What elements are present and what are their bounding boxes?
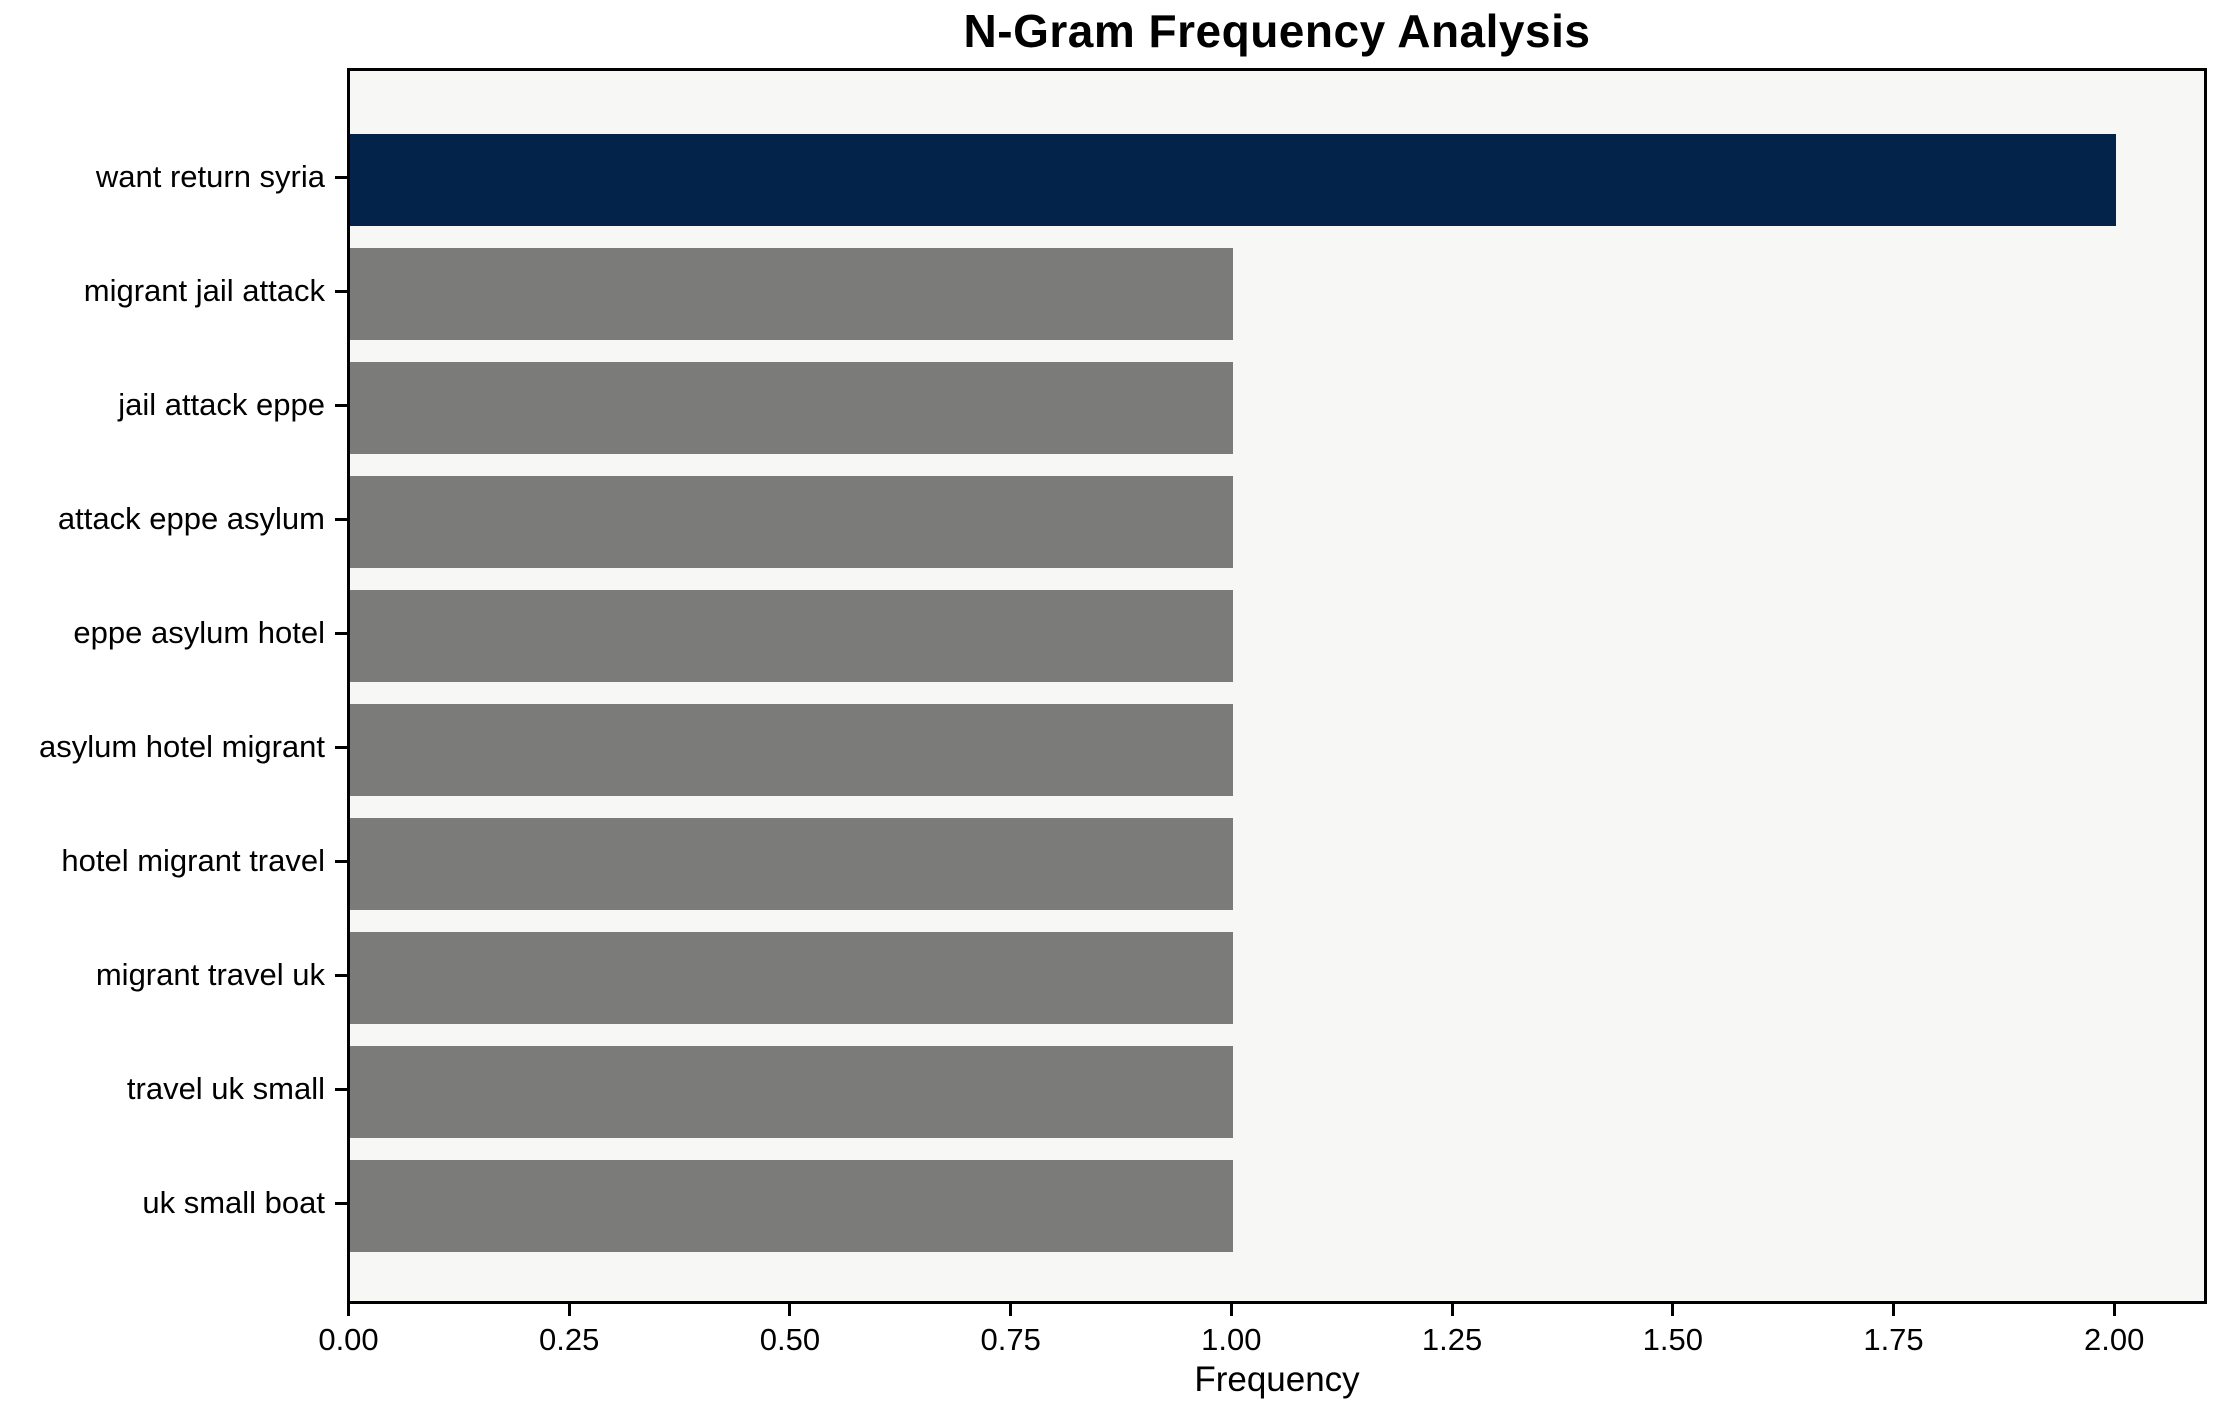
x-tick-mark <box>567 1304 571 1316</box>
y-tick-mark <box>335 746 347 749</box>
x-tick-mark <box>788 1304 792 1316</box>
bar <box>350 590 1233 682</box>
chart-title: N-Gram Frequency Analysis <box>963 5 1591 57</box>
x-tick-mark <box>2112 1304 2116 1316</box>
bar <box>350 362 1233 454</box>
y-tick-label: migrant jail attack <box>83 273 325 308</box>
x-tick-label: 1.00 <box>1201 1322 1262 1357</box>
x-tick-mark <box>1229 1304 1233 1316</box>
y-tick-label: migrant travel uk <box>95 957 325 992</box>
y-tick-label: attack eppe asylum <box>57 501 325 536</box>
y-tick-label: want return syria <box>95 159 325 194</box>
bar <box>350 248 1233 340</box>
y-tick-mark <box>335 518 347 521</box>
bar <box>350 818 1233 910</box>
bar <box>350 1046 1233 1138</box>
x-tick-label: 0.00 <box>318 1322 379 1357</box>
y-tick-label: jail attack eppe <box>118 387 325 422</box>
y-tick-mark <box>335 290 347 293</box>
x-tick-mark <box>347 1304 350 1316</box>
x-axis-label: Frequency <box>1194 1360 1360 1399</box>
bar <box>350 932 1233 1024</box>
y-tick-label: travel uk small <box>126 1071 325 1106</box>
x-tick-label: 1.50 <box>1642 1322 1703 1357</box>
y-tick-mark <box>335 860 347 863</box>
plot-area <box>347 68 2207 1304</box>
y-tick-label: uk small boat <box>142 1185 325 1220</box>
x-tick-label: 2.00 <box>2084 1322 2145 1357</box>
x-tick-mark <box>1450 1304 1454 1316</box>
y-tick-mark <box>335 404 347 407</box>
y-tick-label: asylum hotel migrant <box>38 729 325 764</box>
bar <box>350 476 1233 568</box>
y-tick-label: eppe asylum hotel <box>73 615 325 650</box>
x-tick-mark <box>1009 1304 1013 1316</box>
y-tick-mark <box>335 974 347 977</box>
y-tick-mark <box>335 632 347 635</box>
x-tick-label: 0.25 <box>539 1322 600 1357</box>
y-tick-label: hotel migrant travel <box>61 843 325 878</box>
y-tick-mark <box>335 1202 347 1205</box>
y-tick-mark <box>335 176 347 179</box>
x-tick-label: 0.75 <box>980 1322 1041 1357</box>
bar <box>350 1160 1233 1252</box>
x-tick-label: 1.75 <box>1863 1322 1924 1357</box>
bar <box>350 704 1233 796</box>
x-tick-label: 0.50 <box>759 1322 821 1357</box>
bar <box>350 134 2116 226</box>
y-tick-mark <box>335 1088 347 1091</box>
x-tick-mark <box>1892 1304 1895 1316</box>
x-tick-mark <box>1671 1304 1675 1316</box>
x-tick-label: 1.25 <box>1421 1322 1483 1357</box>
